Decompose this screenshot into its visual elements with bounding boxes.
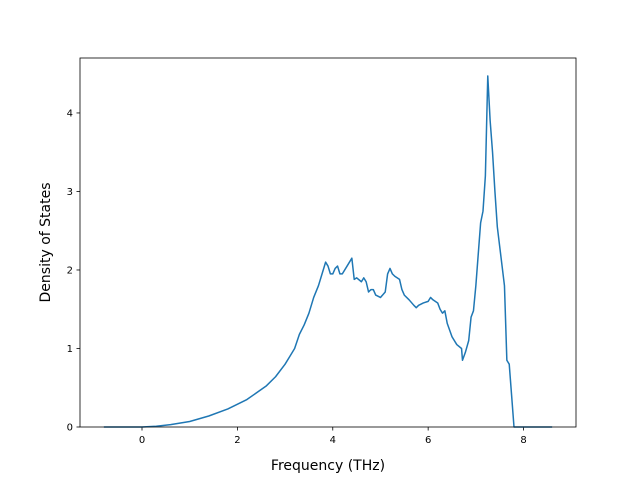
y-tick-label: 3 — [67, 187, 73, 198]
y-tick-label: 1 — [67, 344, 73, 355]
y-axis: 0 1 2 3 4 — [67, 108, 80, 434]
y-tick-label: 4 — [67, 108, 73, 119]
x-tick-label: 2 — [234, 435, 240, 446]
x-tick-label: 8 — [520, 435, 526, 446]
x-tick-label: 6 — [425, 435, 431, 446]
y-tick-label: 0 — [67, 423, 73, 434]
x-axis-label: Frequency (THz) — [271, 458, 385, 474]
plot-area — [80, 58, 576, 427]
x-tick-label: 0 — [139, 435, 145, 446]
plot-frame — [79, 57, 577, 428]
y-tick-label: 2 — [67, 265, 73, 276]
x-tick-label: 4 — [330, 435, 336, 446]
y-axis-label: Density of States — [38, 183, 54, 303]
dos-line — [103, 75, 553, 428]
